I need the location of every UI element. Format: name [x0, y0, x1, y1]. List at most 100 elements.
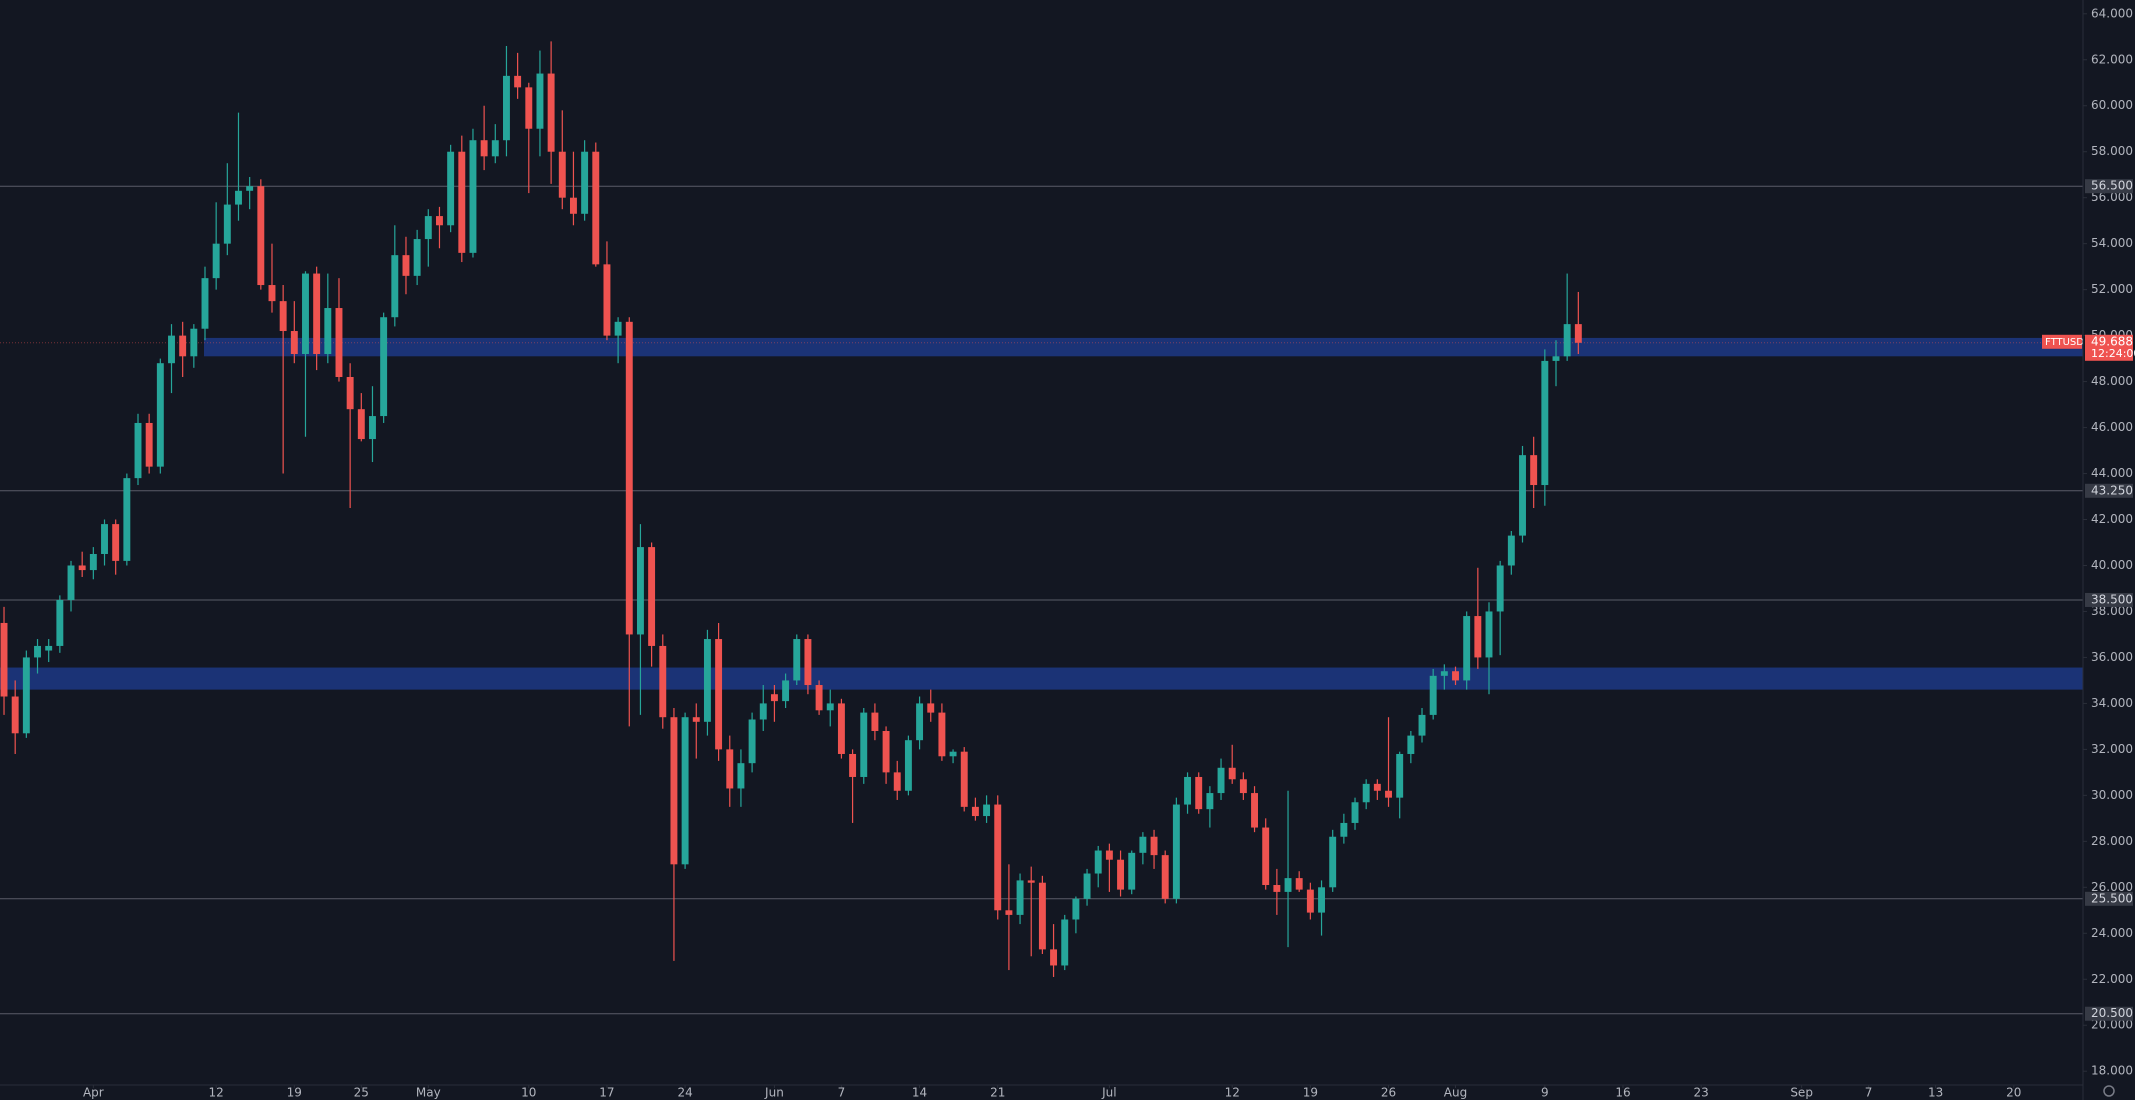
- y-tick-label: 20.000: [2091, 1018, 2133, 1032]
- y-tick-label: 18.000: [2091, 1064, 2133, 1078]
- candle-body: [1362, 783, 1370, 803]
- candle-body: [826, 703, 834, 711]
- candle-body: [1340, 822, 1348, 837]
- x-tick-label: Jul: [1101, 1086, 1116, 1100]
- candle-body: [1150, 836, 1158, 856]
- settings-icon[interactable]: [2103, 1085, 2115, 1097]
- candle-body: [324, 308, 332, 355]
- candle-body: [1184, 776, 1192, 805]
- x-tick-label: 19: [1303, 1086, 1318, 1100]
- candle-body: [357, 409, 365, 440]
- level-label-bg: [2085, 891, 2133, 906]
- y-tick-label: 64.000: [2091, 6, 2133, 20]
- x-tick-label: 23: [1694, 1086, 1709, 1100]
- candle-body: [715, 639, 723, 750]
- y-tick-label: 24.000: [2091, 926, 2133, 940]
- candle-body: [681, 717, 689, 865]
- candle-body: [882, 730, 890, 773]
- candle-body: [1496, 565, 1504, 612]
- candle-body: [424, 216, 432, 240]
- candle-body: [1429, 675, 1437, 715]
- candle-body: [1228, 767, 1236, 780]
- candle-body: [703, 639, 711, 722]
- candle-body: [1474, 616, 1482, 658]
- x-tick-label: Jun: [764, 1086, 784, 1100]
- y-tick-label: 34.000: [2091, 696, 2133, 710]
- candle-body: [1273, 885, 1281, 892]
- y-tick-label: 46.000: [2091, 420, 2133, 434]
- candle-body: [625, 321, 633, 635]
- candle-body: [1195, 776, 1203, 810]
- candle-body: [1452, 671, 1459, 681]
- candle-body: [1005, 910, 1013, 915]
- x-tick-label: 9: [1541, 1086, 1549, 1100]
- candle-body: [168, 335, 175, 364]
- y-tick-label: 26.000: [2091, 880, 2133, 894]
- x-tick-label: 12: [209, 1086, 224, 1100]
- candle-body: [737, 763, 745, 789]
- candle-body: [759, 703, 767, 720]
- candle-body: [648, 547, 656, 646]
- candle-body: [1083, 873, 1091, 899]
- candle-body: [45, 645, 53, 651]
- candle-body: [670, 717, 678, 865]
- candle-body: [1485, 611, 1493, 658]
- candle-body: [893, 772, 901, 791]
- candle-body: [1072, 898, 1080, 920]
- candle-body: [1552, 356, 1560, 361]
- candle-body: [1117, 859, 1125, 890]
- candle-body: [1128, 852, 1136, 890]
- candle-body: [1440, 671, 1448, 676]
- candle-body: [1217, 767, 1225, 794]
- candle-body: [536, 73, 544, 129]
- candle-body: [380, 317, 388, 417]
- y-tick-label: 32.000: [2091, 742, 2133, 756]
- x-tick-label: 24: [677, 1086, 692, 1100]
- candle-body: [748, 719, 756, 764]
- candle-body: [179, 335, 187, 357]
- candle-body: [1541, 360, 1549, 486]
- candle-body: [1519, 455, 1526, 536]
- x-tick-label: 17: [599, 1086, 614, 1100]
- candle-body: [927, 703, 935, 713]
- candle-body: [692, 717, 700, 722]
- candle-body: [849, 753, 857, 777]
- candle-body: [302, 273, 309, 355]
- candle-body: [603, 264, 611, 336]
- y-tick-label: 40.000: [2091, 558, 2133, 572]
- candle-body: [871, 712, 879, 731]
- candle-body: [101, 524, 108, 554]
- y-tick-label: 36.000: [2091, 650, 2133, 664]
- candle-body: [458, 151, 466, 253]
- x-tick-label: 19: [287, 1086, 302, 1100]
- candle-body: [558, 151, 566, 198]
- y-tick-label: 58.000: [2091, 144, 2133, 158]
- candle-body: [514, 75, 522, 88]
- candle-body: [1284, 878, 1292, 892]
- candle-body: [1161, 855, 1169, 899]
- candle-body: [971, 806, 979, 817]
- candle-body: [123, 478, 131, 561]
- level-label-bg: [2085, 179, 2133, 194]
- candle-body: [469, 140, 477, 253]
- candle-body: [1306, 889, 1314, 913]
- candle-body: [34, 645, 41, 658]
- level-label: 56.500: [2091, 179, 2133, 193]
- candle-body: [212, 243, 220, 279]
- candle-body: [1172, 804, 1180, 899]
- x-tick-label: 13: [1928, 1086, 1943, 1100]
- level-label: 38.500: [2091, 592, 2133, 606]
- y-tick-label: 56.000: [2091, 190, 2133, 204]
- candle-body: [938, 712, 946, 757]
- candle-body: [447, 151, 455, 226]
- last-price-bg: [2085, 334, 2133, 361]
- candle-body: [525, 87, 533, 129]
- candle-body: [1239, 779, 1247, 794]
- candle-body: [1061, 919, 1069, 966]
- candle-body: [770, 694, 778, 702]
- candle-body: [1050, 949, 1058, 966]
- x-tick-label: 12: [1225, 1086, 1240, 1100]
- support-zone: [0, 667, 2083, 690]
- level-label: 43.250: [2091, 483, 2133, 497]
